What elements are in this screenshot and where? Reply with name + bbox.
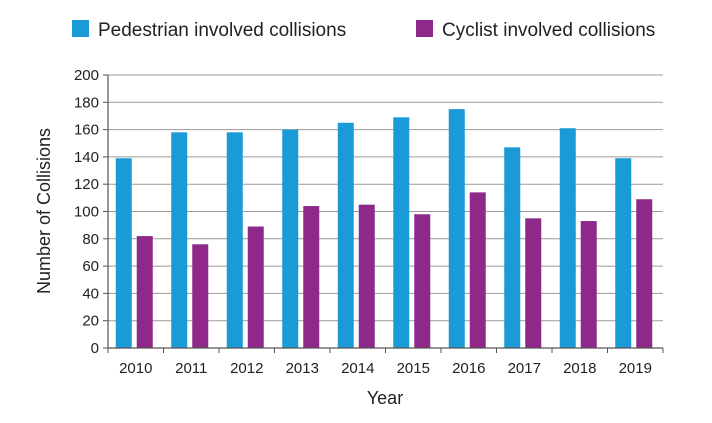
x-axis-ticks: 2010 2011 2012 2013 2014 2015 2016 2017 2018 2019 <box>107 348 664 377</box>
y-tick-label: 60 <box>82 258 99 275</box>
bar-cyclist-2016 <box>469 192 486 348</box>
bar-pedestrian-2010 <box>115 158 132 348</box>
x-tick-label: 2017 <box>508 360 541 377</box>
x-tick-label: 2016 <box>452 360 485 377</box>
y-tick-label: 180 <box>74 94 99 111</box>
y-tick-label: 20 <box>82 313 99 330</box>
x-tick-label: 2014 <box>341 360 374 377</box>
bar-cyclist-2013 <box>303 206 320 348</box>
bar-cyclist-2019 <box>636 199 653 348</box>
bar-pedestrian-2011 <box>171 132 188 348</box>
x-tick-label: 2019 <box>619 360 652 377</box>
bar-pedestrian-2013 <box>282 129 299 348</box>
x-tick-label: 2010 <box>119 360 152 377</box>
bar-pedestrian-2018 <box>559 128 576 348</box>
legend-swatch-pedestrian <box>72 20 89 37</box>
x-axis-title: Year <box>367 388 403 408</box>
y-tick-label: 100 <box>74 204 99 221</box>
bar-cyclist-2012 <box>247 226 264 348</box>
bar-pedestrian-2014 <box>337 122 354 349</box>
bar-pedestrian-2016 <box>448 109 465 348</box>
y-tick-label: 40 <box>82 285 99 302</box>
bars <box>115 109 653 349</box>
legend-label-pedestrian: Pedestrian involved collisions <box>98 20 346 41</box>
bar-cyclist-2014 <box>358 204 375 348</box>
bar-pedestrian-2017 <box>504 147 521 348</box>
x-tick-label: 2011 <box>175 360 207 377</box>
legend-swatch-cyclist <box>416 20 433 37</box>
bar-pedestrian-2019 <box>615 158 632 348</box>
x-tick-label: 2018 <box>563 360 596 377</box>
bar-cyclist-2015 <box>414 214 431 348</box>
legend: Pedestrian involved collisions Cyclist i… <box>72 20 655 41</box>
bar-pedestrian-2015 <box>393 117 410 348</box>
bar-cyclist-2017 <box>525 218 542 348</box>
y-tick-label: 160 <box>74 122 99 139</box>
axes <box>107 75 663 349</box>
y-tick-label: 120 <box>74 176 99 193</box>
bar-cyclist-2010 <box>136 236 153 348</box>
y-tick-label: 140 <box>74 149 99 166</box>
y-tick-label: 0 <box>91 340 99 357</box>
bar-pedestrian-2012 <box>226 132 243 348</box>
x-tick-label: 2012 <box>230 360 263 377</box>
bar-cyclist-2011 <box>192 244 209 348</box>
y-tick-label: 80 <box>82 231 99 248</box>
y-axis-title: Number of Collisions <box>34 128 54 294</box>
y-axis-ticks: 0 20 40 60 80 100 120 140 160 180 200 <box>74 67 108 357</box>
x-tick-label: 2015 <box>397 360 430 377</box>
bar-cyclist-2018 <box>580 221 597 348</box>
gridlines <box>108 74 663 322</box>
x-tick-label: 2013 <box>286 360 319 377</box>
legend-label-cyclist: Cyclist involved collisions <box>442 20 655 41</box>
y-tick-label: 200 <box>74 67 99 84</box>
